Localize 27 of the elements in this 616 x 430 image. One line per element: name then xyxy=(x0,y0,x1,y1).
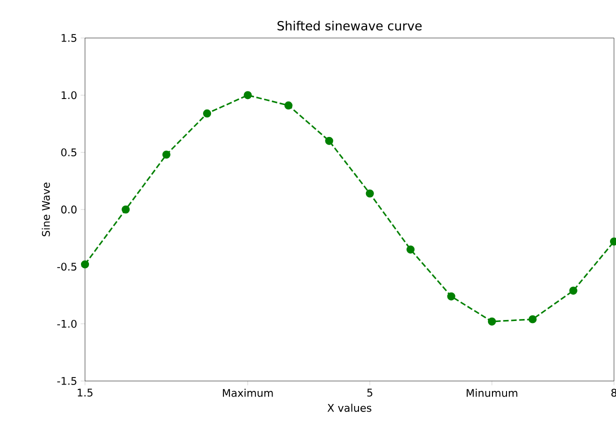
y-tick-label: 0.5 xyxy=(61,148,76,156)
point xyxy=(447,292,456,300)
point xyxy=(244,91,252,100)
point xyxy=(406,245,415,254)
point xyxy=(162,150,170,159)
y-tick-label: 1.0 xyxy=(62,91,77,100)
point xyxy=(488,317,496,326)
y-tick-label: -1.5 xyxy=(57,377,76,385)
point xyxy=(80,260,90,268)
point xyxy=(325,136,334,145)
x-tick-label: 5 xyxy=(367,388,372,397)
point xyxy=(284,101,293,110)
y-tick-label: 1.5 xyxy=(62,34,76,42)
y-axis-title: Sine Wave xyxy=(42,182,50,236)
y-tick-label: -0.5 xyxy=(57,262,76,271)
point xyxy=(528,315,537,324)
x-tick-label: Maximum xyxy=(222,388,273,397)
x-tick-label: Minumum xyxy=(466,388,518,397)
y-tick-label: -1.0 xyxy=(57,320,77,328)
x-tick-label: 1.5 xyxy=(78,388,92,397)
x-axis-title: X values xyxy=(327,404,372,412)
point xyxy=(366,189,374,198)
chart-title: Shifted sinewave curve xyxy=(278,20,422,30)
point xyxy=(203,109,212,118)
point xyxy=(569,286,578,295)
point xyxy=(122,205,130,214)
y-tick-label: 0.0 xyxy=(61,206,77,214)
